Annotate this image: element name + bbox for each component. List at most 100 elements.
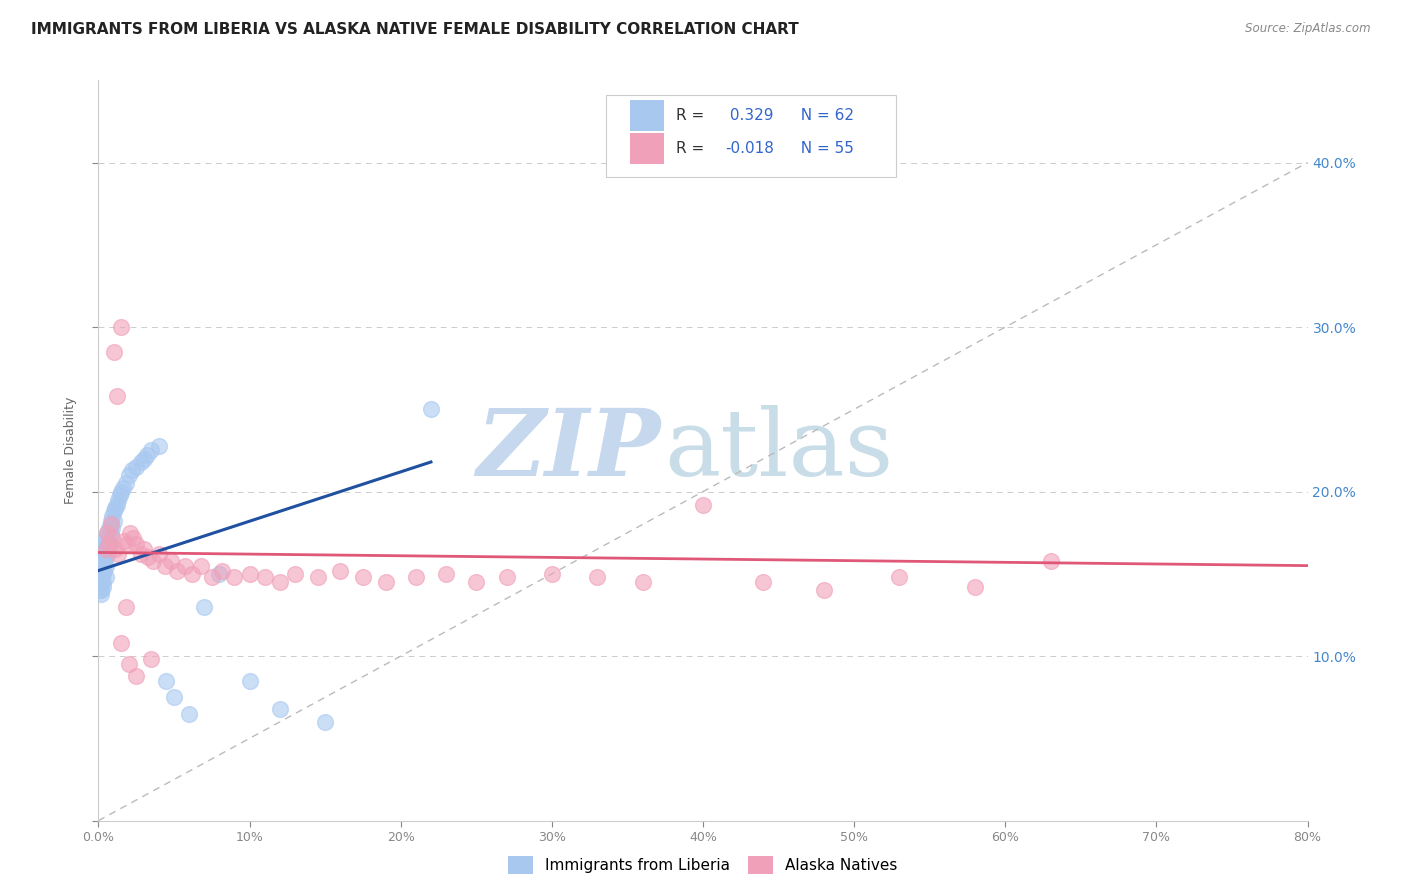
- Point: [135, 449, 157, 463]
- Point: [889, 570, 911, 584]
- Point: [101, 509, 124, 524]
- Point: [93, 537, 115, 551]
- Point: [129, 455, 152, 469]
- Point: [122, 531, 145, 545]
- Point: [94, 550, 117, 565]
- Point: [114, 599, 136, 614]
- Text: N = 62: N = 62: [792, 108, 855, 122]
- Point: [179, 706, 201, 721]
- Point: [420, 402, 443, 417]
- Point: [434, 566, 457, 581]
- Bar: [606, 95, 897, 177]
- Point: [148, 438, 170, 452]
- Point: [129, 547, 152, 561]
- Point: [965, 580, 987, 594]
- Point: [91, 550, 114, 565]
- Text: Source: ZipAtlas.com: Source: ZipAtlas.com: [1246, 22, 1371, 36]
- Point: [284, 566, 307, 581]
- Point: [93, 554, 115, 568]
- Point: [125, 459, 148, 474]
- Point: [96, 547, 118, 561]
- Point: [100, 514, 122, 528]
- Legend: Immigrants from Liberia, Alaska Natives: Immigrants from Liberia, Alaska Natives: [502, 850, 904, 880]
- Point: [224, 570, 246, 584]
- Point: [307, 570, 329, 584]
- Point: [208, 566, 231, 581]
- Point: [211, 564, 233, 578]
- Point: [148, 547, 170, 561]
- Point: [90, 547, 112, 561]
- Point: [239, 566, 262, 581]
- Point: [105, 389, 128, 403]
- Point: [94, 570, 117, 584]
- Point: [329, 564, 352, 578]
- Point: [110, 320, 132, 334]
- Point: [98, 533, 121, 548]
- Point: [98, 542, 121, 557]
- Point: [103, 514, 125, 528]
- Point: [105, 498, 128, 512]
- Point: [91, 580, 114, 594]
- Point: [465, 575, 488, 590]
- Point: [94, 542, 117, 557]
- Point: [112, 533, 135, 548]
- Point: [93, 564, 115, 578]
- Point: [190, 558, 212, 573]
- Point: [90, 566, 112, 581]
- Point: [142, 554, 165, 568]
- Point: [141, 652, 163, 666]
- Point: [90, 586, 112, 600]
- Text: ZIP: ZIP: [477, 406, 661, 495]
- Point: [586, 570, 609, 584]
- Text: -0.018: -0.018: [724, 141, 773, 156]
- Point: [101, 521, 124, 535]
- Point: [94, 531, 117, 545]
- Point: [89, 575, 111, 590]
- Point: [631, 575, 654, 590]
- Point: [98, 537, 121, 551]
- Point: [136, 550, 159, 565]
- Point: [540, 566, 562, 581]
- Point: [173, 558, 195, 573]
- Text: R =: R =: [676, 141, 710, 156]
- Text: IMMIGRANTS FROM LIBERIA VS ALASKA NATIVE FEMALE DISABILITY CORRELATION CHART: IMMIGRANTS FROM LIBERIA VS ALASKA NATIVE…: [31, 22, 799, 37]
- Point: [100, 517, 122, 532]
- Point: [405, 570, 427, 584]
- Bar: [630, 133, 664, 164]
- Point: [96, 537, 118, 551]
- Point: [89, 570, 111, 584]
- Text: atlas: atlas: [664, 406, 894, 495]
- Point: [163, 690, 186, 705]
- Point: [239, 673, 262, 688]
- Point: [160, 554, 183, 568]
- Point: [103, 504, 125, 518]
- Point: [193, 599, 215, 614]
- Point: [153, 558, 176, 573]
- Point: [118, 657, 141, 672]
- Point: [115, 537, 138, 551]
- Point: [104, 501, 127, 516]
- Y-axis label: Female Disability: Female Disability: [63, 397, 77, 504]
- Point: [111, 481, 134, 495]
- Point: [155, 673, 177, 688]
- Point: [110, 484, 132, 499]
- Point: [269, 575, 291, 590]
- Point: [141, 443, 163, 458]
- Point: [125, 669, 148, 683]
- Point: [118, 468, 141, 483]
- Point: [692, 498, 714, 512]
- Point: [132, 542, 155, 557]
- Point: [107, 492, 129, 507]
- Point: [374, 575, 396, 590]
- Point: [90, 575, 112, 590]
- Point: [104, 542, 127, 557]
- Point: [120, 525, 142, 540]
- Point: [495, 570, 517, 584]
- Point: [108, 488, 131, 502]
- Point: [91, 542, 114, 557]
- Point: [314, 714, 336, 729]
- Point: [90, 554, 112, 568]
- Point: [125, 537, 148, 551]
- Point: [352, 570, 374, 584]
- Point: [101, 531, 124, 545]
